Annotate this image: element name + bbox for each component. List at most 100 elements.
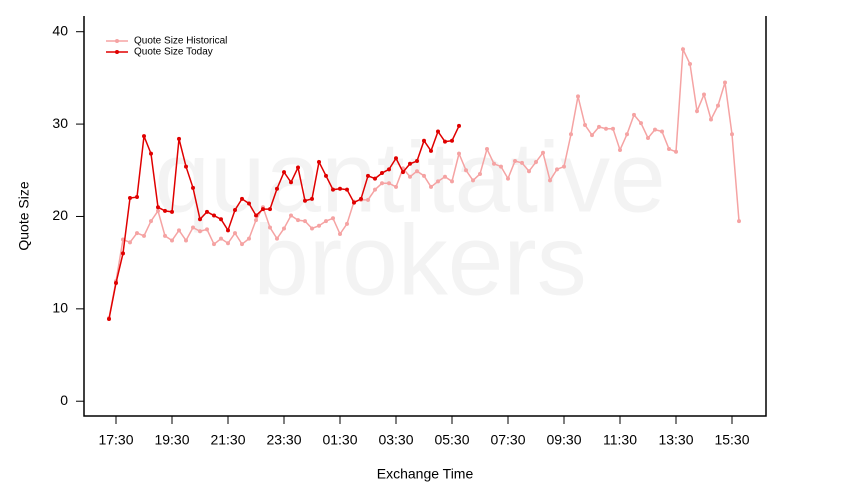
data-point bbox=[128, 240, 132, 245]
x-tick-label: 19:30 bbox=[154, 432, 189, 448]
data-point bbox=[583, 123, 587, 128]
data-point bbox=[513, 159, 517, 164]
data-point bbox=[198, 229, 202, 234]
data-point bbox=[730, 132, 734, 137]
data-point bbox=[548, 178, 552, 183]
x-tick-label: 23:30 bbox=[266, 432, 301, 448]
data-point bbox=[205, 209, 209, 214]
data-point bbox=[471, 178, 475, 183]
x-tick-label: 07:30 bbox=[490, 432, 525, 448]
data-point bbox=[667, 147, 671, 152]
legend-marker bbox=[115, 50, 119, 54]
data-point bbox=[198, 217, 202, 222]
data-point bbox=[457, 151, 461, 156]
data-point bbox=[135, 231, 139, 236]
data-point bbox=[450, 179, 454, 184]
data-point bbox=[177, 136, 181, 141]
data-point bbox=[107, 317, 111, 322]
data-point bbox=[233, 207, 237, 212]
data-point bbox=[429, 184, 433, 189]
data-point bbox=[247, 201, 251, 206]
data-point bbox=[219, 236, 223, 241]
y-tick-label: 0 bbox=[60, 392, 68, 408]
legend-marker bbox=[115, 39, 119, 43]
data-point bbox=[275, 236, 279, 241]
data-point bbox=[149, 219, 153, 224]
x-tick-label: 13:30 bbox=[658, 432, 693, 448]
data-point bbox=[128, 195, 132, 200]
data-point bbox=[387, 181, 391, 186]
data-point bbox=[443, 174, 447, 179]
data-point bbox=[415, 169, 419, 174]
y-axis-label: Quote Size bbox=[16, 181, 32, 250]
data-point bbox=[240, 196, 244, 201]
data-point bbox=[625, 132, 629, 137]
data-point bbox=[135, 195, 139, 200]
data-point bbox=[408, 161, 412, 166]
x-tick-label: 05:30 bbox=[434, 432, 469, 448]
y-tick-label: 20 bbox=[52, 207, 68, 223]
data-point bbox=[373, 176, 377, 181]
data-point bbox=[226, 228, 230, 233]
data-point bbox=[597, 124, 601, 129]
data-point bbox=[380, 181, 384, 186]
x-axis-label: Exchange Time bbox=[377, 466, 474, 482]
x-tick-label: 09:30 bbox=[546, 432, 581, 448]
data-point bbox=[611, 126, 615, 131]
data-point bbox=[226, 241, 230, 246]
data-point bbox=[415, 159, 419, 164]
data-point bbox=[268, 225, 272, 230]
data-point bbox=[156, 208, 160, 213]
data-point bbox=[478, 171, 482, 176]
data-point bbox=[450, 138, 454, 143]
data-point bbox=[191, 185, 195, 190]
y-tick-label: 30 bbox=[52, 115, 68, 131]
data-point bbox=[289, 213, 293, 218]
y-tick-label: 10 bbox=[52, 300, 68, 316]
data-point bbox=[170, 209, 174, 214]
data-point bbox=[324, 219, 328, 224]
data-point bbox=[156, 205, 160, 210]
x-tick-label: 21:30 bbox=[210, 432, 245, 448]
data-point bbox=[618, 147, 622, 152]
data-point bbox=[359, 196, 363, 201]
data-point bbox=[317, 223, 321, 228]
data-point bbox=[688, 62, 692, 67]
data-point bbox=[443, 139, 447, 144]
data-point bbox=[660, 129, 664, 134]
data-point bbox=[233, 231, 237, 236]
legend-label: Quote Size Today bbox=[134, 47, 213, 58]
data-point bbox=[562, 164, 566, 169]
data-point bbox=[345, 187, 349, 192]
data-point bbox=[492, 161, 496, 166]
data-point bbox=[142, 134, 146, 139]
x-tick-label: 01:30 bbox=[322, 432, 357, 448]
data-point bbox=[394, 184, 398, 189]
data-point bbox=[317, 159, 321, 164]
data-point bbox=[184, 238, 188, 243]
data-point bbox=[282, 226, 286, 231]
data-point bbox=[429, 148, 433, 153]
data-point bbox=[422, 138, 426, 143]
data-point bbox=[163, 233, 167, 238]
data-point bbox=[716, 103, 720, 108]
data-point bbox=[681, 47, 685, 52]
data-point bbox=[653, 127, 657, 132]
data-point bbox=[646, 135, 650, 140]
data-point bbox=[247, 236, 251, 241]
x-tick-label: 11:30 bbox=[603, 432, 637, 448]
data-point bbox=[331, 216, 335, 221]
data-point bbox=[338, 232, 342, 237]
data-point bbox=[541, 150, 545, 155]
data-point bbox=[296, 165, 300, 170]
data-point bbox=[534, 159, 538, 164]
data-point bbox=[205, 227, 209, 232]
data-point bbox=[520, 160, 524, 165]
watermark: brokers bbox=[253, 204, 586, 316]
legend-label: Quote Size Historical bbox=[134, 36, 227, 47]
data-point bbox=[373, 187, 377, 192]
data-point bbox=[324, 173, 328, 178]
data-point bbox=[401, 170, 405, 175]
data-point bbox=[149, 151, 153, 156]
